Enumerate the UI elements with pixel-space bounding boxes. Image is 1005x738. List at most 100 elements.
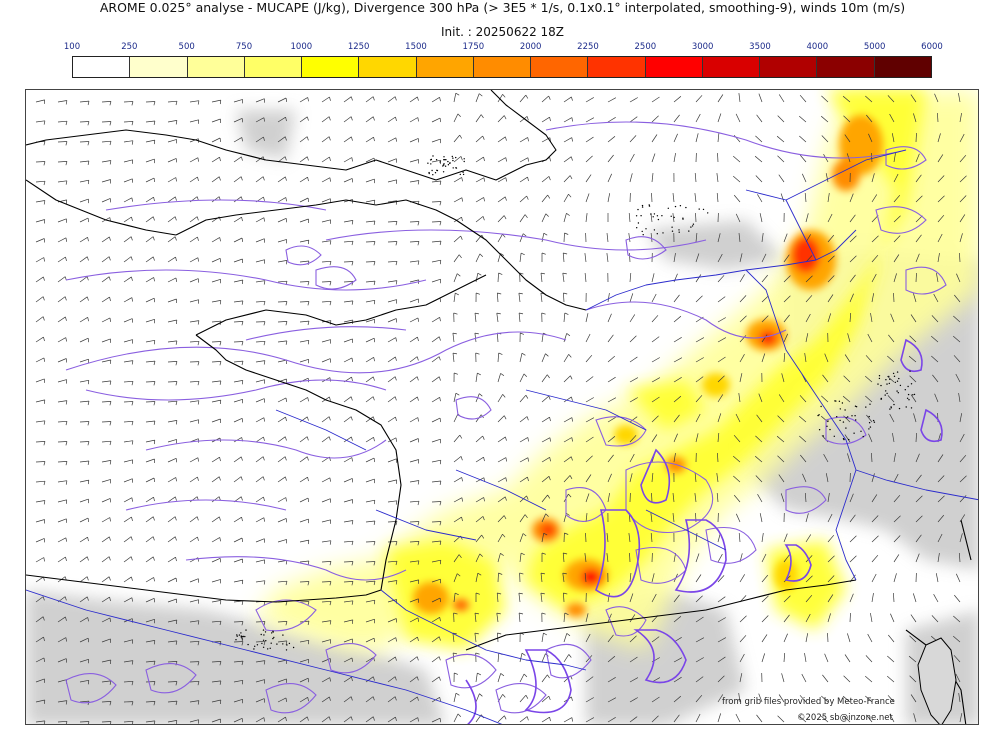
wind-barb: [650, 232, 653, 243]
stipple-dot: [247, 643, 249, 646]
wind-barb: [825, 173, 829, 183]
wind-barb: [365, 716, 374, 723]
wind-barb: [629, 356, 638, 363]
wind-barb: [321, 540, 331, 543]
wind-barb-feather: [65, 337, 67, 342]
wind-barb: [79, 160, 89, 163]
wind-barb: [761, 233, 764, 243]
wind-barb: [365, 561, 376, 563]
wind-barb: [343, 478, 353, 483]
wind-barb-feather: [417, 96, 419, 101]
wind-barb: [959, 533, 963, 543]
wind-barb: [847, 333, 851, 343]
wind-barb-feather: [307, 97, 309, 102]
wind-barb: [475, 673, 478, 683]
wind-barb-feather: [373, 300, 376, 305]
wind-barb: [255, 660, 265, 663]
wind-barb-feather: [547, 194, 551, 199]
wind-barb: [321, 240, 331, 243]
wind-barb: [35, 219, 45, 223]
wind-barb-feather: [263, 280, 266, 285]
wind-barb-feather: [548, 476, 551, 481]
wind-barb: [651, 377, 661, 383]
wind-barb: [849, 493, 854, 503]
wind-barb: [189, 700, 199, 703]
wind-barb-feather: [417, 480, 420, 485]
wind-barb-feather: [395, 356, 397, 361]
stipple-dot: [263, 634, 265, 636]
wind-barb: [629, 697, 638, 703]
wind-barb: [673, 253, 676, 263]
colorbar-tick-1250: 1250: [347, 42, 370, 52]
wind-barb-feather: [395, 500, 398, 505]
wind-barb-feather: [65, 637, 67, 642]
weather-map: [26, 90, 978, 724]
wind-barb-feather: [540, 572, 545, 575]
wind-barb: [954, 594, 961, 603]
wind-barb-feather: [570, 456, 573, 461]
wind-barb-feather: [219, 457, 221, 462]
stipple-dot: [641, 204, 644, 207]
wind-barb: [299, 260, 309, 263]
wind-barb: [409, 541, 420, 543]
wind-barb-feather: [395, 541, 398, 546]
wind-barb-feather: [329, 540, 332, 545]
wind-barb: [871, 254, 879, 263]
wind-barb-feather: [197, 361, 200, 366]
wind-barb-feather: [197, 236, 199, 241]
wind-barb: [937, 214, 945, 223]
wind-barb-feather: [329, 156, 331, 161]
wind-barb: [761, 315, 769, 323]
wind-barb-feather: [43, 337, 45, 342]
wind-barb: [717, 533, 721, 543]
wind-barb: [79, 100, 90, 103]
colorbar-bin-1: [73, 57, 131, 77]
wind-barb-feather: [461, 497, 463, 502]
wind-barb: [607, 613, 612, 623]
wind-barb: [755, 435, 763, 443]
wind-barb: [365, 599, 375, 603]
wind-barb: [145, 477, 155, 483]
wind-barb-feather: [87, 121, 90, 126]
wind-barb: [629, 656, 638, 663]
wind-barb: [365, 376, 374, 383]
wind-barb-feather: [527, 477, 529, 482]
wind-barb: [717, 432, 720, 443]
wind-barb: [518, 593, 521, 603]
stipple-dot: [235, 639, 237, 641]
stipple-dot: [839, 419, 841, 422]
wind-barb: [959, 454, 967, 463]
stipple-dot: [869, 403, 871, 405]
wind-barb: [255, 517, 265, 523]
stipple-dot: [679, 205, 682, 207]
stipple-dot: [254, 645, 256, 647]
wind-barb: [101, 440, 112, 443]
wind-barb: [909, 375, 917, 383]
wind-barb-feather: [307, 621, 310, 626]
wind-barb: [475, 573, 479, 583]
wind-barb: [57, 556, 66, 563]
stipple-dot: [678, 231, 680, 233]
wind-barb: [541, 95, 549, 103]
wind-barb-feather: [350, 96, 353, 101]
wind-barb: [123, 101, 134, 103]
wind-barb-feather: [549, 117, 551, 122]
colorbar-bin-6: [359, 57, 417, 77]
wind-barb: [915, 432, 917, 443]
wind-barb: [387, 137, 397, 143]
wind-barb: [167, 120, 177, 123]
wind-barb: [211, 196, 220, 203]
wind-barb: [475, 253, 481, 263]
wind-barb-feather: [87, 518, 89, 523]
wind-barb-feather: [461, 177, 463, 182]
wind-barb: [893, 254, 900, 263]
wind-barb-feather: [109, 317, 111, 322]
wind-barb: [365, 220, 375, 223]
wind-barb: [255, 621, 266, 623]
wind-barb: [277, 518, 287, 523]
wind-barb: [211, 237, 220, 243]
stipple-dot: [885, 390, 887, 392]
stipple-dot: [673, 216, 675, 219]
wind-barb: [585, 436, 594, 443]
data-source-credit: from grib files provided by Meteo-France: [722, 697, 895, 707]
